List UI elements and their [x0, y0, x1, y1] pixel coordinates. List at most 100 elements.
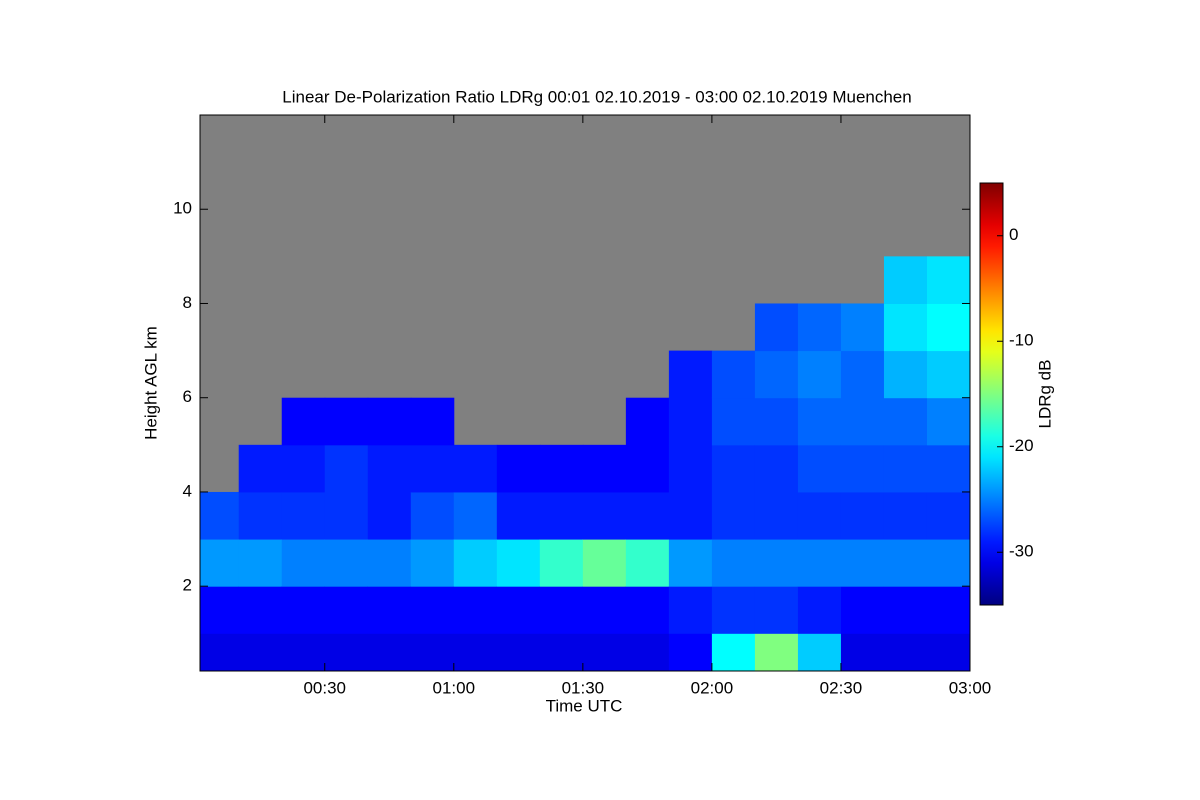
heatmap-cell [324, 539, 369, 587]
colorbar-tick-label: -30 [1009, 542, 1034, 561]
heatmap-cell [754, 303, 799, 352]
colorbar-tick-label: -20 [1009, 436, 1034, 455]
heatmap-cell [539, 491, 584, 540]
heatmap-cell [238, 491, 283, 540]
heatmap-cell [324, 397, 369, 446]
heatmap-cell [840, 303, 885, 352]
heatmap-cell [281, 397, 326, 446]
heatmap-cell [324, 586, 369, 634]
heatmap-cell [367, 444, 412, 493]
heatmap-cell [668, 444, 713, 493]
heatmap-cell [410, 633, 455, 671]
heatmap-cell [754, 491, 799, 540]
heatmap-cell [200, 491, 240, 540]
heatmap-cell [797, 444, 842, 493]
heatmap-cell [200, 539, 240, 587]
heatmap-cell [926, 633, 970, 671]
heatmap-cell [539, 633, 584, 671]
heatmap-cell [496, 491, 541, 540]
heatmap-cell [926, 303, 970, 352]
heatmap-cell [410, 586, 455, 634]
heatmap-cell [926, 586, 970, 634]
heatmap-cell [324, 633, 369, 671]
heatmap-cell [883, 350, 928, 399]
heatmap-cell [840, 586, 885, 634]
heatmap-cell [711, 491, 756, 540]
heatmap-cell [668, 539, 713, 587]
chart-title: Linear De-Polarization Ratio LDRg 00:01 … [282, 87, 911, 106]
colorbar-tick-label: 0 [1009, 225, 1018, 244]
y-axis-label: Height AGL km [141, 326, 160, 440]
heatmap-cell [668, 586, 713, 634]
plot-frame [199, 114, 971, 672]
heatmap-cell [625, 444, 670, 493]
heatmap-cell [883, 256, 928, 304]
y-tick-label: 4 [183, 481, 192, 500]
heatmap-cell [367, 586, 412, 634]
heatmap-cell [797, 491, 842, 540]
heatmap-cell [281, 491, 326, 540]
heatmap-cell [625, 397, 670, 446]
heatmap-cell [711, 586, 756, 634]
heatmap-cell [883, 444, 928, 493]
x-tick-label: 03:00 [949, 678, 992, 697]
heatmap-cell [281, 633, 326, 671]
heatmap-cell [200, 633, 240, 671]
heatmap-cell [840, 539, 885, 587]
heatmap-cell [926, 350, 970, 399]
heatmap-cell [883, 303, 928, 352]
heatmap-cell [367, 633, 412, 671]
heatmap-cell [883, 539, 928, 587]
heatmap-cell [410, 397, 455, 446]
heatmap-cell [539, 586, 584, 634]
colorbar-label: LDRg dB [1035, 360, 1054, 429]
heatmap-cell [711, 350, 756, 399]
heatmap-cell [625, 491, 670, 540]
heatmap-cell [582, 586, 627, 634]
heatmap-cell [840, 397, 885, 446]
heatmap-cell [711, 397, 756, 446]
heatmap-cell [926, 256, 970, 304]
x-axis-label: Time UTC [546, 696, 623, 715]
heatmap-cell [367, 397, 412, 446]
heatmap-cell [883, 397, 928, 446]
heatmap-cell [496, 444, 541, 493]
heatmap-cell [668, 350, 713, 399]
heatmap-cell [539, 539, 584, 587]
heatmap-cell [668, 491, 713, 540]
heatmap-cell [625, 539, 670, 587]
heatmap-cell [238, 586, 283, 634]
heatmap-cell [754, 444, 799, 493]
heatmap-cell [883, 586, 928, 634]
colorbar-tick-label: -10 [1009, 331, 1034, 350]
heatmap-cell [367, 539, 412, 587]
plot-area [200, 115, 970, 671]
heatmap-cell [539, 444, 584, 493]
x-tick-label: 02:00 [691, 678, 734, 697]
y-tick-label: 10 [173, 199, 192, 218]
heatmap-cell [926, 444, 970, 493]
heatmap-cell [625, 633, 670, 671]
heatmap-cell [410, 539, 455, 587]
heatmap-cell [797, 586, 842, 634]
heatmap-cell [324, 491, 369, 540]
heatmap-cell [754, 539, 799, 587]
heatmap-cell [840, 444, 885, 493]
heatmap-cell [754, 633, 799, 671]
heatmap-cell [200, 586, 240, 634]
heatmap-cell [453, 586, 498, 634]
heatmap-cell [711, 633, 756, 671]
heatmap-cell [668, 397, 713, 446]
heatmap-cell [410, 444, 455, 493]
heatmap-cell [324, 444, 369, 493]
heatmap-cell [840, 491, 885, 540]
heatmap-cell [281, 539, 326, 587]
heatmap-cell [496, 586, 541, 634]
heatmap-cell [711, 444, 756, 493]
heatmap-cell [625, 586, 670, 634]
heatmap-cell [367, 491, 412, 540]
heatmap-cell [582, 491, 627, 540]
heatmap-cell [926, 491, 970, 540]
heatmap-cell [238, 444, 283, 493]
